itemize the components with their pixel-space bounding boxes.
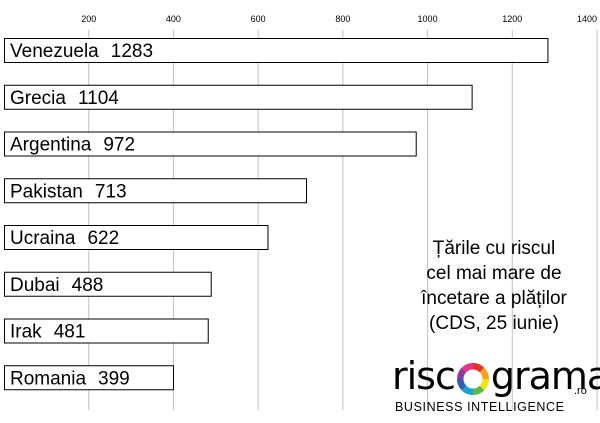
- category-label: Irak: [10, 322, 42, 343]
- category-label: Venezuela: [10, 41, 99, 62]
- logo-suffix: .ro: [574, 385, 587, 397]
- category-label: Pakistan: [10, 181, 83, 202]
- logo-wordmark: risc grama: [392, 356, 600, 396]
- bar-group-venezuela: Venezuela 1283: [4, 38, 549, 63]
- bar-pakistan: [4, 178, 308, 204]
- category-label: Dubai: [10, 275, 60, 296]
- bar-group-ucraina: Ucraina 622: [4, 225, 269, 250]
- logo-ring-icon: [456, 363, 489, 395]
- value-label: 399: [98, 368, 130, 389]
- bar-group-grecia: Grecia 1104: [4, 84, 473, 110]
- caption-line-3: încetare a plăților: [421, 288, 567, 309]
- logo-ring-segment: [456, 367, 467, 379]
- value-label: 713: [95, 181, 127, 202]
- category-label: Argentina: [10, 135, 92, 156]
- logo-tagline: BUSINESS INTELLIGENCE: [395, 400, 565, 414]
- chart-caption: Țările cu riscul cel mai mare de încetar…: [384, 236, 600, 336]
- x-tick-label: 1200: [502, 14, 522, 24]
- logo-ring-segment: [479, 379, 489, 391]
- caption-line-2: cel mai mare de: [426, 263, 562, 284]
- caption-line-1: Țările cu riscul: [432, 238, 556, 259]
- logo-word-right: grama: [490, 354, 600, 398]
- bar-label: Pakistan 713: [10, 181, 127, 202]
- value-label: 1104: [78, 88, 119, 109]
- bar-ucraina: [4, 225, 269, 250]
- bar-label: Dubai 488: [10, 275, 103, 296]
- caption-line-4: (CDS, 25 iunie): [429, 313, 559, 334]
- x-tick-label: 400: [166, 14, 181, 24]
- logo-word-left: risc: [392, 354, 456, 398]
- bar-group-pakistan: Pakistan 713: [4, 178, 308, 204]
- category-label: Romania: [10, 368, 86, 389]
- bar-label: Ucraina 622: [10, 228, 119, 249]
- bar-argentina: [4, 131, 417, 157]
- bar-dubai: [4, 271, 212, 297]
- logo-ring-segment: [472, 363, 485, 373]
- bar-label: Venezuela 1283: [10, 41, 153, 62]
- x-tick-label: 1400: [577, 14, 597, 24]
- x-tick-label: 600: [251, 14, 266, 24]
- x-tick-label: 200: [81, 14, 96, 24]
- bar-irak: [4, 318, 209, 344]
- bar-label: Grecia 1104: [10, 88, 119, 109]
- logo-ring-segment: [472, 385, 485, 395]
- bar-label: Romania 399: [10, 368, 130, 389]
- bar-label: Irak 481: [10, 322, 85, 343]
- value-label: 481: [54, 322, 86, 343]
- bar-label: Argentina 972: [10, 135, 135, 156]
- x-tick-label: 800: [335, 14, 350, 24]
- riscograma-logo: risc grama .ro BUSINESS INTELLIGENCE: [392, 356, 600, 416]
- value-label: 972: [103, 135, 135, 156]
- bar-group-romania: Romania 399: [4, 365, 175, 391]
- value-label: 488: [72, 275, 104, 296]
- category-label: Ucraina: [10, 228, 76, 249]
- logo-ring-segment: [456, 379, 467, 391]
- logo-ring-segment: [461, 385, 473, 395]
- bar-group-argentina: Argentina 972: [4, 131, 417, 157]
- logo-ring-segment: [479, 367, 489, 379]
- bar-group-dubai: Dubai 488: [4, 271, 212, 297]
- value-label: 622: [87, 228, 119, 249]
- bars: Venezuela 1283 Grecia 1104 Argentina 972 Pakis…: [4, 38, 549, 391]
- bar-grecia: [4, 84, 473, 110]
- bar-romania: [4, 365, 175, 391]
- bar-group-irak: Irak 481: [4, 318, 209, 344]
- logo-ring-segment: [461, 363, 473, 373]
- x-tick-label: 1000: [418, 14, 438, 24]
- value-label: 1283: [111, 41, 153, 62]
- x-axis-ticks: 200 400 600 800 1000 1200 1400: [81, 14, 597, 24]
- bar-venezuela: [4, 38, 549, 63]
- category-label: Grecia: [10, 88, 66, 109]
